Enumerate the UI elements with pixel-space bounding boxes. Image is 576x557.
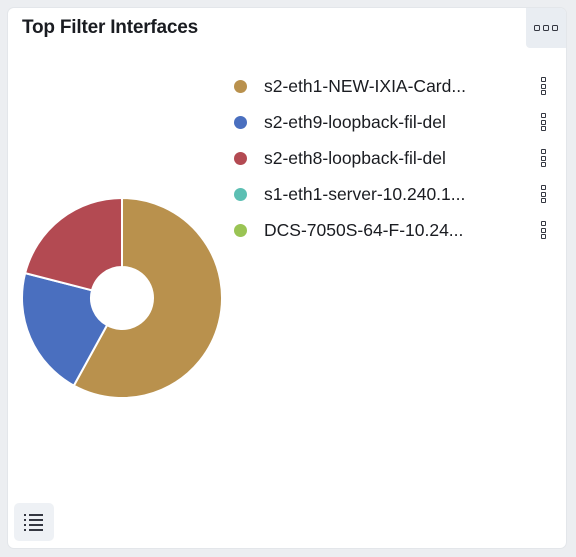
panel-options-button[interactable] xyxy=(526,8,566,48)
legend-label[interactable]: s2-eth1-NEW-IXIA-Card... xyxy=(264,75,466,96)
legend-label[interactable]: DCS-7050S-64-F-10.24... xyxy=(264,219,464,240)
legend-toggle-button[interactable] xyxy=(14,503,54,541)
donut-slice[interactable] xyxy=(23,196,123,292)
legend-label[interactable]: s2-eth9-loopback-fil-del xyxy=(264,111,446,132)
donut-slice[interactable] xyxy=(21,271,109,387)
boxes-horizontal-icon xyxy=(534,25,540,31)
donut-slice[interactable] xyxy=(72,196,223,399)
boxes-horizontal-icon xyxy=(552,25,558,31)
chart-legend: s2-eth1-NEW-IXIA-Card... s2-eth9-loopback… xyxy=(234,68,556,248)
boxes-horizontal-icon xyxy=(543,25,549,31)
legend-label[interactable]: s2-eth8-loopback-fil-del xyxy=(264,147,446,168)
legend-item[interactable]: DCS-7050S-64-F-10.24... xyxy=(234,212,556,248)
panel: Top Filter Interfaces s2-eth1-NEW-IXIA-C… xyxy=(8,8,566,548)
legend-label[interactable]: s1-eth1-server-10.240.1... xyxy=(264,183,466,204)
legend-color-dot xyxy=(234,151,247,165)
boxes-vertical-icon[interactable] xyxy=(536,185,550,203)
legend-color-dot xyxy=(234,187,247,201)
legend-item[interactable]: s2-eth9-loopback-fil-del xyxy=(234,104,556,140)
legend-item[interactable]: s2-eth8-loopback-fil-del xyxy=(234,140,556,176)
legend-color-dot xyxy=(234,115,247,129)
boxes-vertical-icon[interactable] xyxy=(536,113,550,131)
boxes-vertical-icon[interactable] xyxy=(536,149,550,167)
legend-item[interactable]: s1-eth1-server-10.240.1... xyxy=(234,176,556,212)
legend-color-dot xyxy=(234,223,247,237)
donut-chart xyxy=(21,196,223,399)
boxes-vertical-icon[interactable] xyxy=(536,77,550,95)
boxes-vertical-icon[interactable] xyxy=(536,221,550,239)
panel-title: Top Filter Interfaces xyxy=(22,17,198,38)
legend-color-dot xyxy=(234,79,247,93)
legend-item[interactable]: s2-eth1-NEW-IXIA-Card... xyxy=(234,68,556,104)
